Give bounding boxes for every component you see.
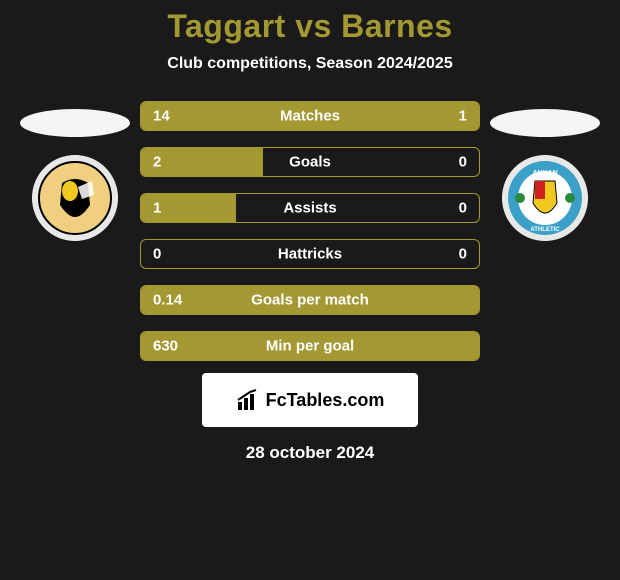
stat-label: Goals [289, 154, 331, 171]
stat-value-right: 0 [459, 200, 467, 217]
stat-fill-right [411, 102, 479, 130]
right-club-crest: ANNAN ATHLETIC [502, 155, 588, 241]
svg-text:ANNAN: ANNAN [532, 170, 557, 177]
stat-label: Goals per match [251, 292, 369, 309]
stat-value-left: 1 [153, 200, 161, 217]
stat-value-right: 0 [459, 246, 467, 263]
stats-bars: Matches141Goals20Assists10Hattricks00Goa… [135, 101, 485, 361]
svg-text:ATHLETIC: ATHLETIC [530, 227, 560, 233]
left-column [15, 101, 135, 241]
annan-crest-icon: ANNAN ATHLETIC [502, 155, 588, 241]
stat-label: Assists [283, 200, 336, 217]
left-ellipse-placeholder [20, 109, 130, 137]
stat-value-right: 1 [459, 108, 467, 125]
alloa-crest-icon [32, 155, 118, 241]
stat-label: Min per goal [266, 338, 354, 355]
date-line: 28 october 2024 [246, 443, 375, 463]
branding-badge[interactable]: FcTables.com [202, 373, 418, 427]
chart-icon [236, 388, 260, 412]
stat-bar: Goals per match 0.14 [140, 285, 480, 315]
stat-bar: Assists 1 0 [140, 193, 480, 223]
stat-value-left: 2 [153, 154, 161, 171]
comparison-card: Taggart vs Barnes Club competitions, Sea… [0, 0, 620, 580]
left-club-crest [32, 155, 118, 241]
stat-bar: Hattricks 0 0 [140, 239, 480, 269]
branding-text: FcTables.com [266, 390, 385, 411]
content-row: Matches141Goals20Assists10Hattricks00Goa… [0, 101, 620, 361]
stat-bar: Matches 14 1 [140, 101, 480, 131]
right-ellipse-placeholder [490, 109, 600, 137]
stat-value-right: 0 [459, 154, 467, 171]
stat-fill-left [141, 102, 411, 130]
stat-label: Hattricks [278, 246, 342, 263]
subtitle: Club competitions, Season 2024/2025 [167, 55, 452, 73]
stat-value-left: 0.14 [153, 292, 182, 309]
right-column: ANNAN ATHLETIC [485, 101, 605, 241]
page-title: Taggart vs Barnes [167, 8, 452, 45]
stat-value-left: 14 [153, 108, 170, 125]
stat-value-left: 630 [153, 338, 178, 355]
stat-bar: Min per goal 630 [140, 331, 480, 361]
stat-value-left: 0 [153, 246, 161, 263]
stat-bar: Goals 2 0 [140, 147, 480, 177]
stat-label: Matches [280, 108, 340, 125]
